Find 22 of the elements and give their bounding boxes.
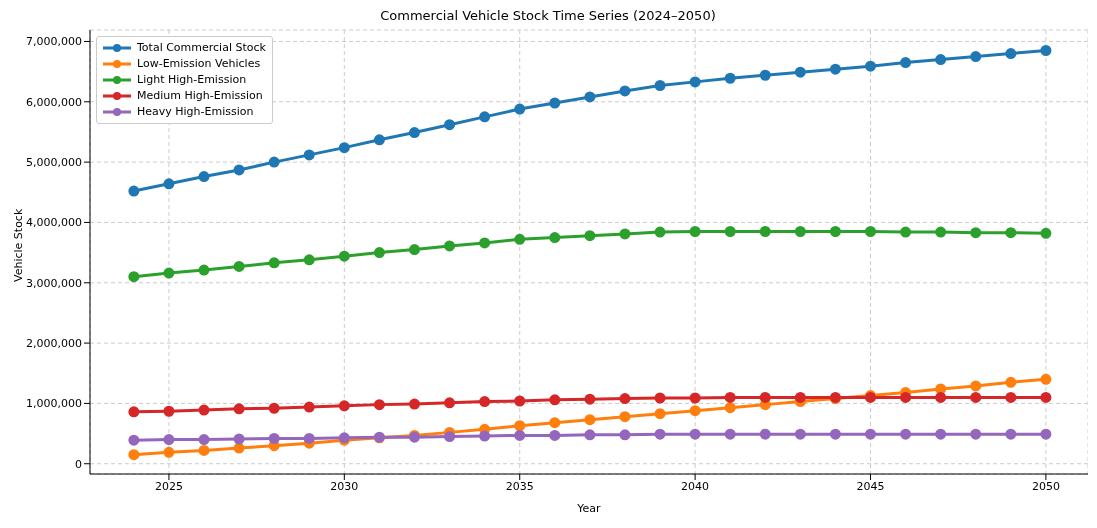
y-tick-label: 0 [75,457,82,471]
x-tick-label: 2045 [856,479,885,493]
x-tick-label: 2050 [1031,479,1060,493]
y-tick-label: 3,000,000 [26,276,82,290]
legend-label: Medium High-Emission [137,88,263,104]
x-tick-label: 2030 [330,479,359,493]
y-tick-label: 6,000,000 [26,95,82,109]
x-tick-label: 2040 [681,479,710,493]
chart-title: Commercial Vehicle Stock Time Series (2024–2050) [379,8,717,25]
legend-label: Light High-Emission [137,72,247,88]
x-axis-title: Year [576,502,602,515]
legend-label: Heavy High-Emission [137,104,254,120]
y-axis-title: Vehicle Stock [11,208,25,282]
y-tick-label: 4,000,000 [26,216,82,230]
y-tick-label: 1,000,000 [26,397,82,411]
x-tick-label: 2025 [154,479,183,493]
legend-label: Total Commercial Stock [137,40,266,56]
y-tick-label: 7,000,000 [26,35,82,49]
y-tick-label: 5,000,000 [26,156,82,170]
legend-label: Low-Emission Vehicles [137,56,261,72]
x-tick-label: 2035 [505,479,534,493]
y-tick-label: 2,000,000 [26,337,82,350]
